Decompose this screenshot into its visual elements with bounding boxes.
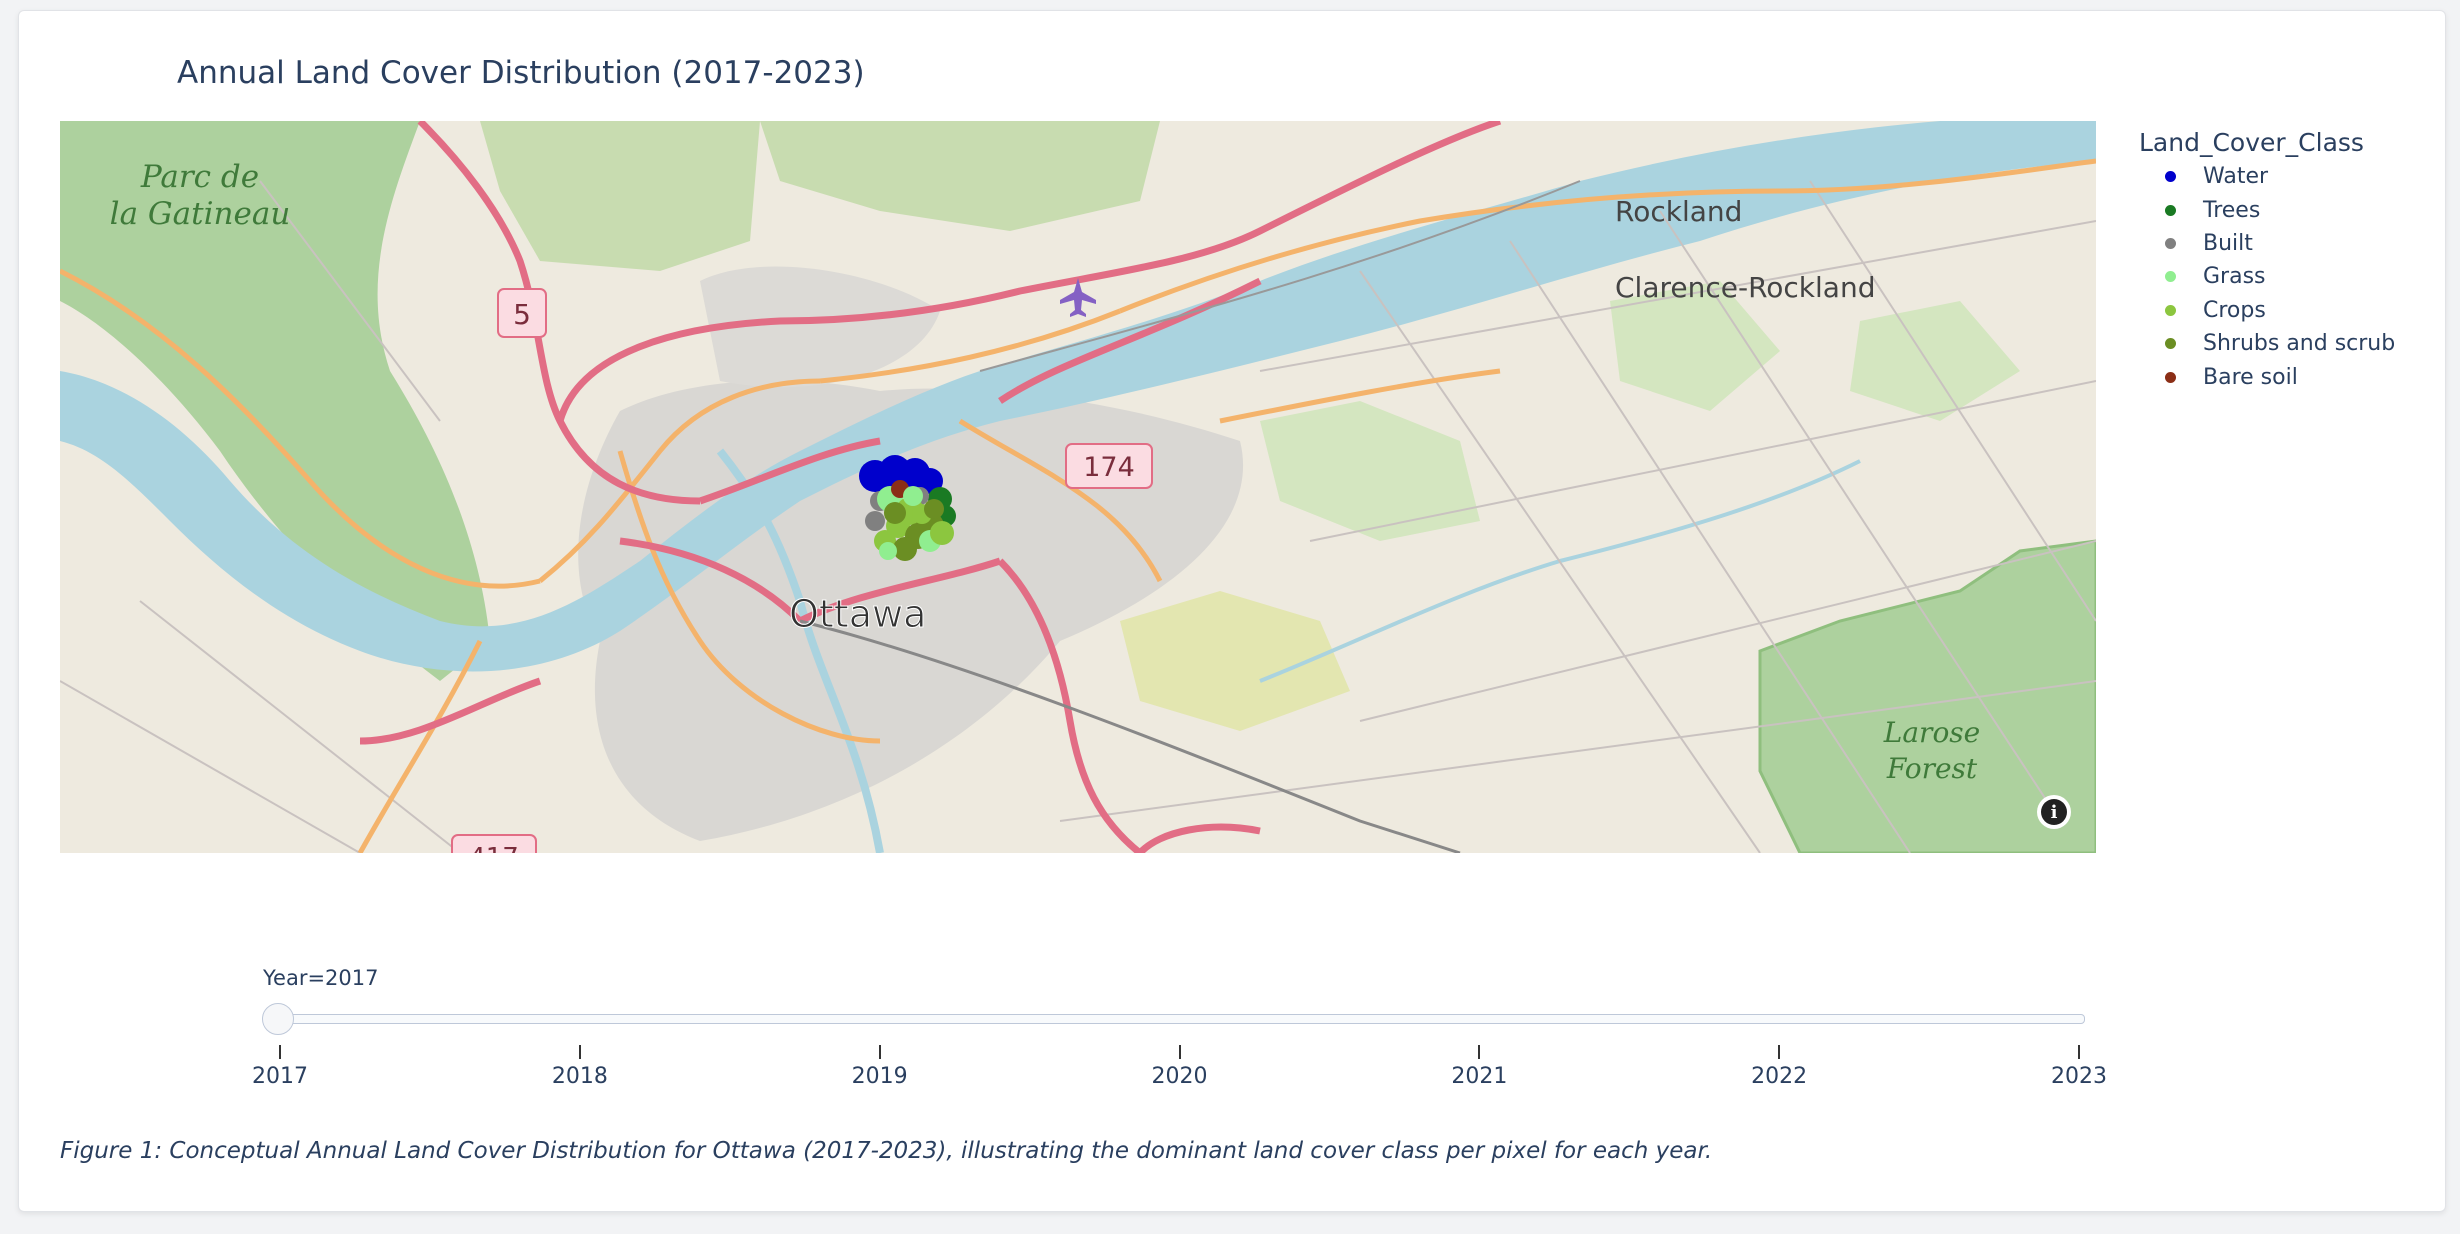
slider-current-value: Year=2017 bbox=[263, 966, 379, 990]
legend-title: Land_Cover_Class bbox=[2139, 128, 2364, 157]
basemap[interactable]: 5 174 417 Parc de la Gatineau Ottawa Roc… bbox=[60, 121, 2096, 853]
year-slider-handle[interactable] bbox=[262, 1003, 294, 1035]
legend-label: Bare soil bbox=[2203, 364, 2298, 390]
slider-tick-label[interactable]: 2021 bbox=[1451, 1064, 1508, 1089]
slider-tick-label[interactable]: 2022 bbox=[1751, 1064, 1808, 1089]
railway bbox=[979, 180, 1581, 372]
land-cover-point[interactable] bbox=[903, 486, 923, 506]
forest-label-line1: Larose bbox=[1883, 716, 1980, 749]
legend-marker bbox=[2165, 237, 2176, 249]
forest-patch bbox=[1260, 401, 1480, 541]
forest-patch bbox=[1850, 301, 2020, 421]
map-attribution-button[interactable]: i bbox=[2037, 795, 2071, 829]
legend-marker bbox=[2165, 171, 2176, 183]
legend-label: Shrubs and scrub bbox=[2203, 331, 2396, 357]
park-label-line2: la Gatineau bbox=[110, 196, 291, 232]
railway bbox=[799, 619, 1461, 853]
ottawa-river bbox=[60, 121, 2096, 672]
legend-item[interactable]: Grass bbox=[2139, 260, 2395, 293]
legend-marker bbox=[2165, 371, 2176, 383]
gatineau-park-forest bbox=[60, 121, 490, 681]
slider-tick bbox=[578, 1045, 581, 1059]
rockland-label: Rockland bbox=[1615, 195, 1742, 228]
primary-roads bbox=[60, 158, 2096, 853]
slider-tick bbox=[878, 1045, 881, 1059]
legend-item[interactable]: Crops bbox=[2139, 294, 2395, 327]
legend-item[interactable]: Bare soil bbox=[2139, 360, 2395, 393]
slider-tick-label[interactable]: 2023 bbox=[2051, 1064, 2107, 1089]
year-slider-track[interactable] bbox=[265, 1014, 2085, 1024]
legend-item[interactable]: Water bbox=[2139, 160, 2395, 193]
legend-label: Water bbox=[2203, 164, 2269, 190]
legend-item[interactable]: Shrubs and scrub bbox=[2139, 327, 2395, 360]
legend-item[interactable]: Built bbox=[2139, 227, 2395, 260]
slider-tick bbox=[1778, 1045, 1781, 1059]
figure-caption: Figure 1: Conceptual Annual Land Cover D… bbox=[60, 1138, 1713, 1164]
route-5-shield: 5 bbox=[497, 288, 547, 338]
legend-marker bbox=[2165, 338, 2176, 350]
forest-patch bbox=[1610, 281, 1780, 411]
land-cover-points[interactable] bbox=[859, 455, 956, 561]
svg-text:174: 174 bbox=[1083, 452, 1135, 483]
info-icon: i bbox=[2041, 799, 2067, 825]
larose-forest bbox=[1758, 539, 2096, 853]
svg-text:417: 417 bbox=[469, 843, 519, 853]
legend-marker bbox=[2165, 271, 2176, 283]
land-cover-point[interactable] bbox=[917, 468, 943, 494]
slider-tick bbox=[2078, 1045, 2080, 1059]
land-cover-point[interactable] bbox=[930, 521, 954, 545]
slider-tick bbox=[279, 1045, 281, 1059]
route-174-shield: 174 bbox=[1065, 443, 1153, 489]
slider-tick bbox=[1478, 1045, 1481, 1059]
urban-area bbox=[700, 266, 940, 388]
slider-tick-label[interactable]: 2017 bbox=[252, 1064, 308, 1089]
land-cover-point[interactable] bbox=[865, 511, 885, 531]
wetland-patch bbox=[1120, 591, 1350, 731]
slider-tick-label[interactable]: 2020 bbox=[1151, 1064, 1208, 1089]
forest-patch bbox=[480, 121, 760, 271]
motorways bbox=[359, 121, 1502, 853]
rideau-river bbox=[716, 448, 884, 853]
forest-label-line2: Forest bbox=[1886, 752, 1978, 785]
map-view[interactable]: 5 174 417 Parc de la Gatineau Ottawa Roc… bbox=[60, 121, 2096, 853]
land-cover-point[interactable] bbox=[924, 499, 944, 519]
slider-tick bbox=[1178, 1045, 1181, 1059]
slider-tick-label[interactable]: 2019 bbox=[851, 1064, 908, 1089]
legend-label: Crops bbox=[2203, 297, 2266, 323]
legend-marker bbox=[2165, 204, 2176, 216]
legend-label: Built bbox=[2203, 230, 2253, 256]
forest-patch bbox=[760, 121, 1160, 231]
city-label: Ottawa bbox=[789, 592, 926, 636]
land-cover-point[interactable] bbox=[884, 502, 906, 524]
svg-text:5: 5 bbox=[513, 298, 531, 331]
legend-label: Grass bbox=[2203, 264, 2266, 290]
local-roads bbox=[60, 180, 2096, 853]
legend-label: Trees bbox=[2203, 197, 2261, 223]
clarence-label: Clarence-Rockland bbox=[1615, 271, 1875, 304]
chart-title: Annual Land Cover Distribution (2017-202… bbox=[177, 55, 865, 91]
airplane-icon bbox=[1060, 278, 1096, 317]
legend: Land_Cover_Class Water Trees Built Grass Cro… bbox=[2139, 128, 2395, 394]
legend-item[interactable]: Trees bbox=[2139, 193, 2395, 226]
land-cover-point[interactable] bbox=[893, 537, 917, 561]
slider-tick-label[interactable]: 2018 bbox=[551, 1064, 608, 1089]
park-label-line1: Parc de bbox=[140, 159, 259, 195]
land-cover-point[interactable] bbox=[879, 542, 897, 560]
legend-marker bbox=[2165, 304, 2176, 316]
route-417-shield: 417 bbox=[451, 834, 537, 853]
